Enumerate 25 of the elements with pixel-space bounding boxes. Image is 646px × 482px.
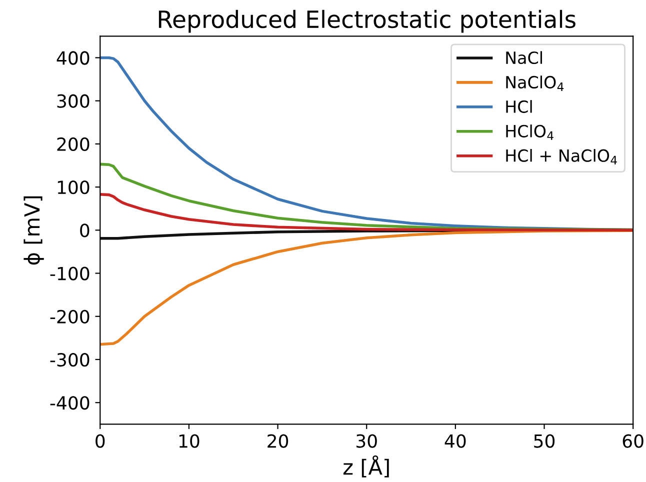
y-tick-label: -300 (50, 352, 90, 367)
x-tick-label: 10 (179, 434, 200, 448)
chart-title: Reproduced Electrostatic potentials (158, 10, 576, 33)
legend-label: NaCl (506, 51, 542, 64)
legend-label: HClO$_{4}$ (506, 124, 554, 140)
x-tick-label: 30 (356, 434, 377, 448)
y-tick-label: -400 (50, 396, 90, 410)
x-tick-label: 50 (534, 434, 555, 448)
y-tick-label: 200 (57, 137, 90, 152)
x-tick-label: 0 (96, 434, 105, 448)
y-tick-label: 0 (80, 224, 90, 238)
x-tick-label: 60 (622, 434, 644, 448)
x-tick-label: 40 (444, 434, 466, 448)
y-tick-label: 100 (58, 180, 90, 194)
y-axis-title: ϕ [mV] (24, 196, 44, 265)
x-tick-label: 20 (268, 434, 288, 448)
x-axis-title: z [Å] (343, 455, 389, 478)
y-tick-label: -100 (50, 266, 90, 280)
legend-label: HCl (506, 100, 532, 113)
legend-label: NaClO$_{4}$ (506, 76, 564, 92)
y-tick-label: 400 (56, 51, 90, 65)
line-series (100, 192, 634, 232)
y-tick-label: -200 (50, 310, 90, 324)
legend-label: HCl + NaClO$_{4}$ (506, 149, 617, 164)
y-tick-label: 300 (57, 94, 90, 108)
